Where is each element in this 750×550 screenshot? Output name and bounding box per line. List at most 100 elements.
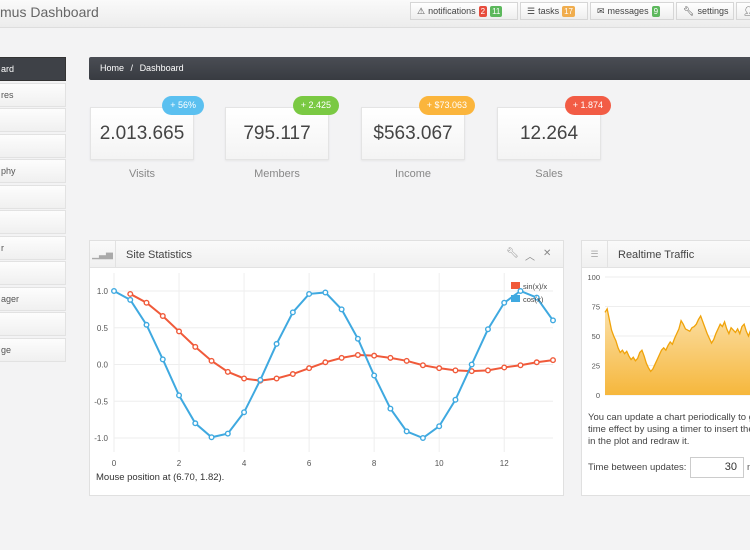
stat-card-visits: 2.013.665 (90, 107, 194, 160)
data-point (111, 288, 118, 295)
user-button[interactable]: 👤︎ (736, 2, 750, 20)
data-point (533, 294, 540, 301)
data-point (452, 396, 459, 403)
sidebar-item[interactable]: ge (0, 337, 66, 362)
notifications-button[interactable]: ⚠ notifications 2 11 (410, 2, 518, 20)
data-point (273, 375, 280, 382)
data-point (468, 361, 475, 368)
y-tick-label: 25 (592, 362, 600, 371)
data-point (354, 335, 361, 342)
sidebar-item[interactable]: phy (0, 159, 66, 183)
data-point (208, 357, 215, 364)
data-point (273, 340, 280, 347)
messages-button[interactable]: ✉ messages 9 (590, 2, 674, 20)
stat-label: Income (394, 168, 432, 180)
data-point (143, 299, 150, 306)
wrench-icon: 🔧︎ (683, 5, 695, 16)
x-tick-label: 12 (500, 459, 509, 468)
button-label: notifications (428, 6, 476, 16)
data-point (354, 351, 361, 358)
stat-card-sales: 12.264 (497, 107, 601, 160)
data-point (322, 289, 329, 296)
settings-button[interactable]: 🔧︎ settings (676, 2, 734, 20)
series-line-1 (113, 289, 554, 440)
x-tick-label: 0 (112, 459, 117, 468)
sidebar-item[interactable]: res (0, 82, 66, 107)
realtime-note: You can update a chart periodically to g… (588, 412, 750, 447)
data-point (338, 354, 345, 361)
legend-swatch (511, 282, 520, 289)
panel-title: Site Statistics (126, 249, 193, 261)
sidebar-item[interactable] (0, 133, 66, 158)
data-point (192, 420, 199, 427)
legend-label: sin(x)/x (523, 282, 547, 291)
data-point (436, 365, 443, 372)
data-point (306, 290, 313, 297)
stat-badge: + 2.425 (292, 96, 339, 115)
y-tick-label: 1.0 (97, 287, 109, 296)
data-point (550, 357, 557, 364)
sidebar-item[interactable] (0, 108, 66, 132)
count-badge: 11 (490, 5, 503, 17)
legend-swatch (511, 295, 520, 302)
close-icon[interactable]: ✕ (543, 248, 552, 259)
sidebar-item[interactable] (0, 261, 66, 285)
data-point (224, 368, 231, 375)
tasks-button[interactable]: ☰ tasks 17 (520, 2, 588, 20)
data-point (192, 343, 199, 350)
sidebar-item[interactable]: ard (0, 57, 66, 81)
data-point (501, 364, 508, 371)
data-point (127, 296, 134, 303)
button-label: messages (607, 6, 649, 16)
data-point (176, 328, 183, 335)
stat-badge: + 1.874 (564, 96, 611, 115)
data-point (289, 309, 296, 316)
envelope-icon: ✉ (597, 5, 605, 16)
data-point (371, 352, 378, 359)
data-point (208, 434, 215, 441)
button-label: tasks (538, 6, 560, 16)
y-tick-label: 0.5 (97, 324, 109, 333)
sidebar-item[interactable]: r (0, 235, 66, 260)
y-tick-label: 75 (592, 303, 600, 312)
stat-label: Sales (535, 168, 563, 180)
data-point (501, 299, 508, 306)
stat-badge: + 56% (162, 96, 204, 115)
data-point (517, 362, 524, 369)
data-point (322, 359, 329, 366)
y-tick-label: -1.0 (94, 434, 108, 443)
realtime-traffic-chart: 100 75 50 25 0 (587, 273, 750, 400)
wrench-icon[interactable]: 🔧︎ (506, 248, 519, 259)
mouse-position-text: Mouse position at (6.70, 1.82). (96, 472, 225, 483)
data-point (257, 376, 264, 383)
collapse-icon[interactable]: ︿ (525, 252, 535, 263)
data-point (550, 317, 557, 324)
update-interval-input[interactable]: 30 (690, 457, 744, 478)
breadcrumb-home[interactable]: Home (100, 63, 125, 73)
count-badge: 17 (562, 5, 575, 17)
y-tick-label: 0 (596, 391, 600, 400)
data-point (452, 367, 459, 374)
data-point (533, 359, 540, 366)
x-tick-label: 6 (307, 459, 312, 468)
x-tick-label: 10 (435, 459, 444, 468)
sidebar-item[interactable]: ager (0, 286, 66, 311)
panel-header: ▁▃▅ Site Statistics 🔧︎ ︿ ✕ (90, 241, 563, 268)
data-point (419, 362, 426, 369)
data-point (517, 288, 524, 295)
traffic-line (604, 307, 750, 373)
traffic-area (605, 308, 750, 395)
data-point (371, 372, 378, 379)
data-point (159, 356, 166, 363)
y-tick-label: -0.5 (94, 397, 108, 406)
sidebar-item[interactable] (0, 210, 66, 234)
breadcrumb-separator: / (130, 63, 134, 73)
panel-header: ☰ Realtime Traffic (582, 241, 750, 268)
data-point (436, 423, 443, 430)
data-point (403, 357, 410, 364)
sidebar-item[interactable] (0, 312, 66, 336)
sidebar-item[interactable] (0, 184, 66, 209)
data-point (241, 409, 248, 416)
breadcrumb: Home / Dashboard (89, 57, 750, 80)
x-tick-label: 2 (177, 459, 182, 468)
